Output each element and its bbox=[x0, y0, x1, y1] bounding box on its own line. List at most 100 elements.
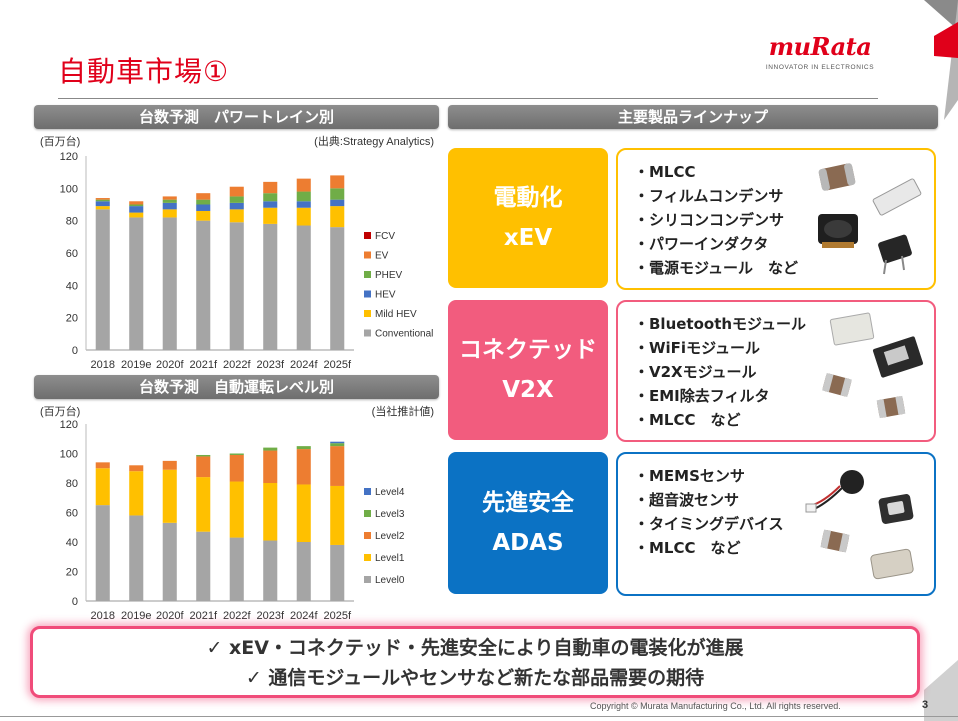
mlcc-chip-image bbox=[876, 395, 906, 419]
legend-swatch bbox=[364, 532, 371, 539]
x-tick-label: 2022f bbox=[223, 610, 251, 622]
x-tick-label: 2022f bbox=[223, 359, 251, 371]
bar-segment-hev bbox=[196, 204, 211, 211]
bar-segment-conventional bbox=[95, 209, 110, 350]
emi-filter-image bbox=[822, 372, 852, 398]
bar-segment-level1 bbox=[162, 469, 177, 523]
bar-segment-ev bbox=[229, 186, 244, 197]
bar-segment-level1 bbox=[296, 484, 311, 542]
film-capacitor-image bbox=[872, 178, 922, 216]
legend-label: Conventional bbox=[375, 329, 433, 340]
bar-segment-conventional bbox=[229, 222, 244, 350]
bar-segment-ev bbox=[296, 178, 311, 192]
legend-label: Mild HEV bbox=[375, 309, 417, 320]
bar-segment-hev bbox=[129, 206, 144, 213]
legend-label: Level2 bbox=[375, 531, 405, 542]
mlcc-chip-image bbox=[820, 529, 850, 553]
bar-segment-phev bbox=[330, 188, 345, 200]
bar-segment-hev bbox=[330, 199, 345, 207]
bar-segment-level0 bbox=[129, 515, 144, 601]
y-tick-label: 0 bbox=[72, 596, 78, 608]
bar-segment-level2 bbox=[330, 446, 345, 486]
list-item: ・タイミングデバイス bbox=[634, 515, 784, 533]
x-tick-label: 2020f bbox=[156, 610, 184, 622]
ultrasonic-sensor-image bbox=[805, 470, 864, 513]
bar-segment-level2 bbox=[229, 454, 244, 482]
y-tick-label: 120 bbox=[60, 419, 78, 431]
callout-line-1: ✓ xEV・コネクテッド・先進安全により自動車の電装化が進展 bbox=[206, 637, 744, 659]
legend-swatch bbox=[364, 232, 371, 239]
list-item: ・MLCC など bbox=[634, 411, 741, 429]
chart1-header: 台数予測 パワートレイン別 bbox=[34, 105, 439, 129]
component-images bbox=[818, 163, 922, 275]
category-subtitle: xEV bbox=[503, 225, 553, 251]
powertrain-chart: (百万台) (出典:Strategy Analytics) 0 20 40 60 80 1… bbox=[40, 134, 434, 371]
legend-swatch bbox=[364, 310, 371, 317]
bar-segment-level3 bbox=[330, 443, 345, 447]
bar-segment-conventional bbox=[196, 220, 211, 350]
legend-label: Level4 bbox=[375, 487, 405, 498]
category-title: 電動化 bbox=[493, 185, 563, 211]
bar-segment-level0 bbox=[95, 505, 110, 601]
bar-segment-ev bbox=[196, 193, 211, 200]
bar-segment-mild-hev bbox=[95, 206, 110, 210]
bar-segment-conventional bbox=[162, 217, 177, 350]
y-tick-label: 60 bbox=[66, 508, 78, 520]
y-tick-label: 0 bbox=[72, 345, 78, 357]
wifi-module-image bbox=[872, 336, 924, 378]
legend-label: Level0 bbox=[375, 575, 405, 586]
x-tick-label: 2018 bbox=[91, 610, 115, 622]
bar-segment-level1 bbox=[330, 485, 345, 545]
chart1-source-label: (出典:Strategy Analytics) bbox=[314, 134, 434, 148]
bar-segment-mild-hev bbox=[330, 206, 345, 228]
legend-swatch bbox=[364, 251, 371, 259]
list-item: ・WiFiモジュール bbox=[634, 339, 761, 357]
legend-swatch bbox=[364, 488, 371, 495]
category-subtitle: V2X bbox=[502, 377, 554, 403]
page-number: 3 bbox=[922, 699, 929, 711]
y-tick-label: 120 bbox=[60, 151, 78, 163]
bar-segment-conventional bbox=[263, 223, 278, 350]
bar-segment-conventional bbox=[129, 217, 144, 350]
category-subtitle: ADAS bbox=[492, 530, 564, 556]
bar-segment-conventional bbox=[296, 225, 311, 350]
footer-divider bbox=[0, 716, 958, 717]
bar-segment-level0 bbox=[263, 540, 278, 601]
product-list: ・MLCC ・フィルムコンデンサ ・シリコンコンデンサ ・パワーインダクタ ・電… bbox=[634, 160, 798, 280]
bar-segment-level3 bbox=[229, 453, 244, 455]
title-divider bbox=[58, 98, 878, 99]
list-item: ・MLCC bbox=[634, 163, 696, 181]
logo-tagline: INNOVATOR IN ELECTRONICS bbox=[765, 64, 875, 71]
callout-line-2: ✓ 通信モジュールやセンサなど新たな部品需要の期待 bbox=[245, 667, 705, 689]
x-tick-label: 2021f bbox=[189, 610, 217, 622]
mlcc-chip-image bbox=[818, 163, 856, 191]
products-header: 主要製品ラインナップ bbox=[448, 105, 938, 129]
bar-segment-hev bbox=[95, 201, 110, 207]
bar-segment-level0 bbox=[162, 522, 177, 601]
x-tick-label: 2024f bbox=[290, 610, 318, 622]
legend-label: FCV bbox=[375, 231, 395, 242]
copyright-footer: Copyright © Murata Manufacturing Co., Lt… bbox=[590, 701, 841, 711]
power-module-image bbox=[878, 234, 912, 275]
corner-decoration bbox=[924, 0, 958, 721]
legend-label: HEV bbox=[375, 290, 396, 301]
bar-segment-conventional bbox=[330, 227, 345, 350]
timing-device-image bbox=[870, 548, 914, 580]
list-item: ・超音波センサ bbox=[634, 491, 740, 509]
bar-segment-level1 bbox=[263, 483, 278, 541]
y-tick-label: 40 bbox=[66, 537, 78, 549]
x-tick-label: 2021f bbox=[189, 359, 217, 371]
bar-segment-level0 bbox=[196, 531, 211, 601]
x-tick-label: 2025f bbox=[323, 610, 351, 622]
legend-swatch bbox=[364, 554, 371, 561]
y-tick-label: 100 bbox=[60, 183, 78, 195]
bar-segment-phev bbox=[196, 199, 211, 205]
bar-segment-level2 bbox=[196, 456, 211, 478]
category-connected: コネクテッド V2X bbox=[448, 300, 608, 440]
x-tick-label: 2018 bbox=[91, 359, 115, 371]
bar-segment-level1 bbox=[229, 481, 244, 538]
chart1-unit-label: (百万台) bbox=[40, 134, 80, 148]
list-item: ・パワーインダクタ bbox=[634, 235, 769, 253]
list-item: ・シリコンコンデンサ bbox=[634, 211, 785, 229]
legend-swatch bbox=[364, 271, 371, 278]
